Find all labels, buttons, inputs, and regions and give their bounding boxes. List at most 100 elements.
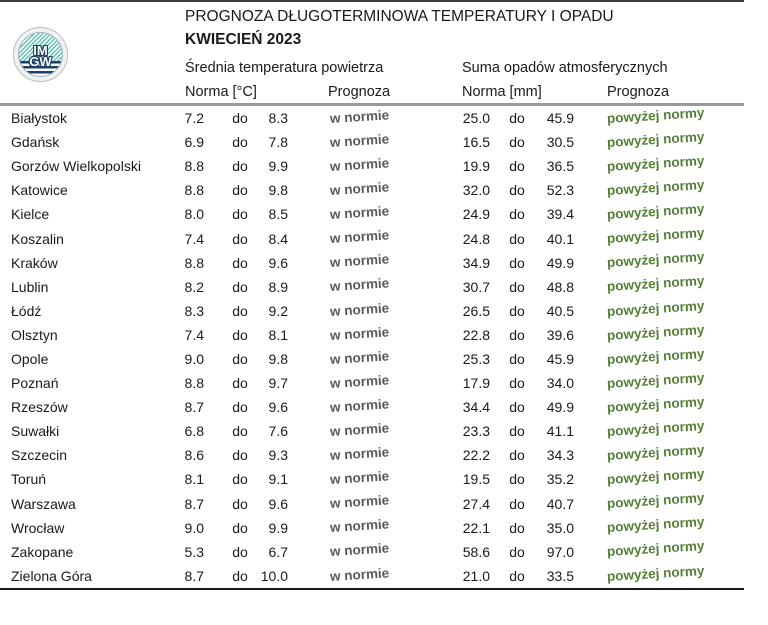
table-row: Poznań 8.8 do 9.7 w normie 17.9 do 34.0 … <box>0 370 768 395</box>
city-name: Poznań <box>11 375 59 392</box>
precip-norm-high: 40.5 <box>546 302 574 319</box>
table-row: Toruń 8.1 do 9.1 w normie 19.5 do 35.2 p… <box>0 466 768 491</box>
table-row: Białystok 7.2 do 8.3 w normie 25.0 do 45… <box>0 105 768 130</box>
city-name: Rzeszów <box>11 399 68 416</box>
precip-norm-high: 34.3 <box>546 447 574 464</box>
temp-range-separator: do <box>232 471 248 488</box>
temp-norm-high: 9.6 <box>268 495 288 512</box>
table-row: Koszalin 7.4 do 8.4 w normie 24.8 do 40.… <box>0 225 768 250</box>
precip-forecast-label: powyżej normy <box>606 128 705 150</box>
temp-norm-high: 7.8 <box>268 134 288 151</box>
precip-forecast-label: powyżej normy <box>606 442 705 464</box>
precip-range-separator: do <box>509 423 525 440</box>
precip-norm-low: 19.5 <box>462 471 490 488</box>
precip-range-separator: do <box>509 134 525 151</box>
precip-forecast-value: powyżej normy <box>574 466 768 487</box>
temp-norm-high: 8.5 <box>268 206 288 223</box>
temp-forecast-label: w normie <box>329 564 390 584</box>
temp-norm-high: 9.2 <box>268 302 288 319</box>
table-row: Olsztyn 7.4 do 8.1 w normie 22.8 do 39.6… <box>0 321 768 347</box>
precip-norm-low: 17.9 <box>462 375 490 392</box>
temp-norm-high: 9.3 <box>268 447 288 464</box>
temp-forecast-value: w normie <box>288 468 400 488</box>
precip-norm-low: 16.5 <box>462 134 490 151</box>
precip-forecast-value: powyżej normy <box>574 563 768 584</box>
precip-forecast-label: powyżej normy <box>606 201 705 223</box>
temp-forecast-value: w normie <box>288 396 400 415</box>
temp-forecast-label: w normie <box>329 155 390 174</box>
temp-forecast-label: w normie <box>329 468 390 488</box>
precip-forecast-label: powyżej normy <box>606 490 705 512</box>
temp-norm-low: 8.3 <box>184 302 204 319</box>
precip-range-separator: do <box>509 254 525 271</box>
precip-forecast-value: powyżej normy <box>574 153 768 174</box>
temp-norm-high: 9.9 <box>268 519 288 536</box>
temp-range-separator: do <box>232 519 248 536</box>
precip-norm-high: 30.5 <box>546 134 574 151</box>
temp-range-separator: do <box>232 375 248 392</box>
temp-norm-low: 7.2 <box>184 110 204 127</box>
precip-forecast-label: powyżej normy <box>606 562 705 584</box>
temp-norm-low: 8.1 <box>184 471 204 488</box>
temp-norm-high: 9.8 <box>268 182 288 199</box>
precip-forecast-label: powyżej normy <box>606 249 705 271</box>
precip-forecast-label: powyżej normy <box>606 345 705 367</box>
temp-norm-low: 5.3 <box>184 543 204 560</box>
temp-norm-low: 8.8 <box>184 375 204 392</box>
temp-norm-high: 10.0 <box>260 567 288 584</box>
precip-range-separator: do <box>509 375 525 392</box>
temp-norm-high: 8.3 <box>268 110 288 127</box>
precip-norm-high: 39.6 <box>546 326 574 343</box>
imgw-logo-disc: IM GW <box>18 32 63 77</box>
city-name: Łódź <box>11 302 42 319</box>
precip-forecast-value: powyżej normy <box>574 298 768 319</box>
precip-range-separator: do <box>509 447 525 464</box>
temp-norm-low: 8.7 <box>184 399 204 416</box>
precip-norm-low: 23.3 <box>462 423 490 440</box>
precip-forecast-value: powyżej normy <box>574 370 768 391</box>
precip-forecast-value: powyżej normy <box>574 442 768 463</box>
temp-range-separator: do <box>232 134 248 151</box>
city-name: Kraków <box>11 254 58 271</box>
table-row: Gdańsk 6.9 do 7.8 w normie 16.5 do 30.5 … <box>0 128 768 154</box>
temp-forecast-value: w normie <box>288 228 400 247</box>
table-row: Lublin 8.2 do 8.9 w normie 30.7 do 48.8 … <box>0 274 768 299</box>
precip-norm-header: Norma [mm] <box>462 84 542 100</box>
precip-norm-high: 39.4 <box>546 206 574 223</box>
precip-forecast-label: powyżej normy <box>606 321 705 343</box>
top-border <box>0 0 744 2</box>
precip-range-separator: do <box>509 158 525 175</box>
temp-range-separator: do <box>232 399 248 416</box>
temp-norm-low: 8.7 <box>184 567 204 584</box>
precip-norm-high: 45.9 <box>546 350 574 367</box>
temp-forecast-label: w normie <box>329 275 390 295</box>
temp-range-separator: do <box>232 495 248 512</box>
temp-norm-low: 7.4 <box>184 326 204 343</box>
precip-norm-high: 49.9 <box>546 254 574 271</box>
temp-range-separator: do <box>232 182 248 199</box>
temp-forecast-label: w normie <box>329 324 390 343</box>
temp-forecast-label: w normie <box>329 396 390 415</box>
temp-norm-low: 6.8 <box>184 423 204 440</box>
precip-norm-high: 40.7 <box>546 495 574 512</box>
temp-group-header: Średnia temperatura powietrza <box>185 60 384 76</box>
precip-norm-low: 34.9 <box>462 254 490 271</box>
precip-range-separator: do <box>509 567 525 584</box>
precip-norm-low: 22.1 <box>462 519 490 536</box>
temp-forecast-label: w normie <box>329 299 390 319</box>
precip-norm-low: 26.5 <box>462 302 490 319</box>
precip-range-separator: do <box>509 230 525 247</box>
precip-range-separator: do <box>509 206 525 223</box>
city-name: Gdańsk <box>11 134 60 151</box>
temp-norm-low: 8.8 <box>184 254 204 271</box>
temp-forecast-value: w normie <box>288 564 400 584</box>
temp-norm-high: 9.7 <box>268 375 288 392</box>
precip-norm-high: 49.9 <box>546 399 574 416</box>
city-name: Zielona Góra <box>11 567 92 584</box>
imgw-logo: IM GW <box>13 27 68 82</box>
temp-range-separator: do <box>232 350 248 367</box>
precip-forecast-label: powyżej normy <box>606 297 705 319</box>
city-name: Olsztyn <box>11 326 58 343</box>
precip-norm-low: 19.9 <box>462 158 490 175</box>
